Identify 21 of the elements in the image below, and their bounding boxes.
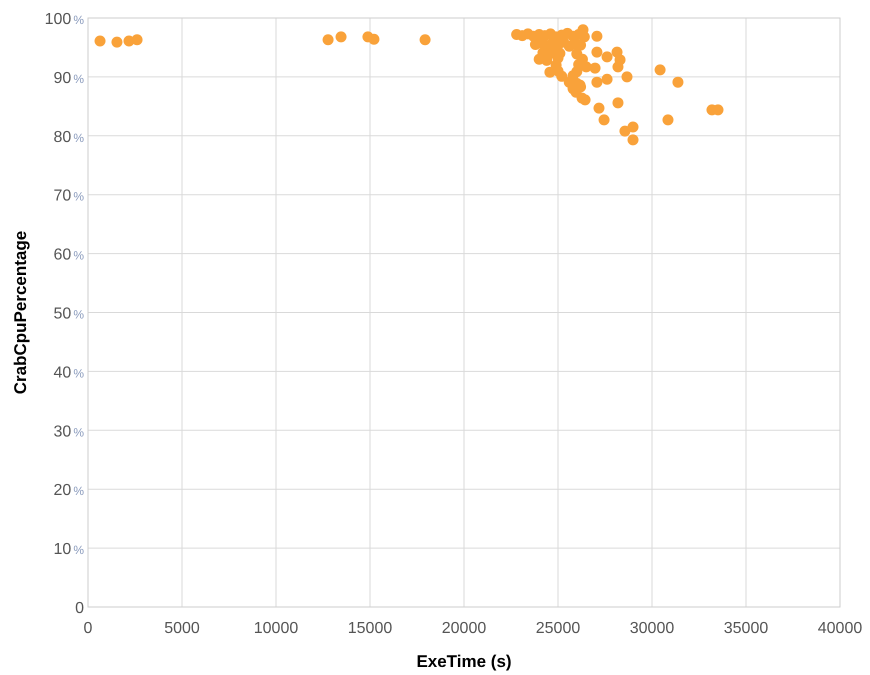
y-tick-label: 70% [54, 188, 84, 205]
y-tick-label: 100% [44, 11, 84, 28]
y-tick-label: 0 [75, 600, 84, 617]
y-tick-label: 30% [54, 423, 84, 440]
y-axis-title: CrabCpuPercentage [11, 230, 30, 394]
x-tick-label: 5000 [164, 620, 200, 637]
x-tick-label: 25000 [536, 620, 580, 637]
y-tick-label: 50% [54, 306, 84, 322]
x-tick-label: 20000 [442, 620, 486, 637]
y-tick-label: 80% [54, 128, 84, 146]
x-tick-label: 40000 [818, 620, 862, 637]
x-tick-label: 10000 [254, 620, 298, 637]
y-tick-label: 20% [54, 482, 84, 500]
y-tick-label: 40% [54, 364, 84, 382]
y-tick-label: 10% [54, 541, 84, 558]
x-axis-title: ExeTime (s) [416, 652, 512, 671]
y-tick-label: 60% [54, 246, 84, 264]
x-tick-label: 15000 [348, 620, 392, 637]
x-tick-label: 30000 [630, 620, 674, 637]
x-tick-label: 35000 [724, 620, 768, 637]
y-tick-label: 90% [54, 70, 84, 87]
